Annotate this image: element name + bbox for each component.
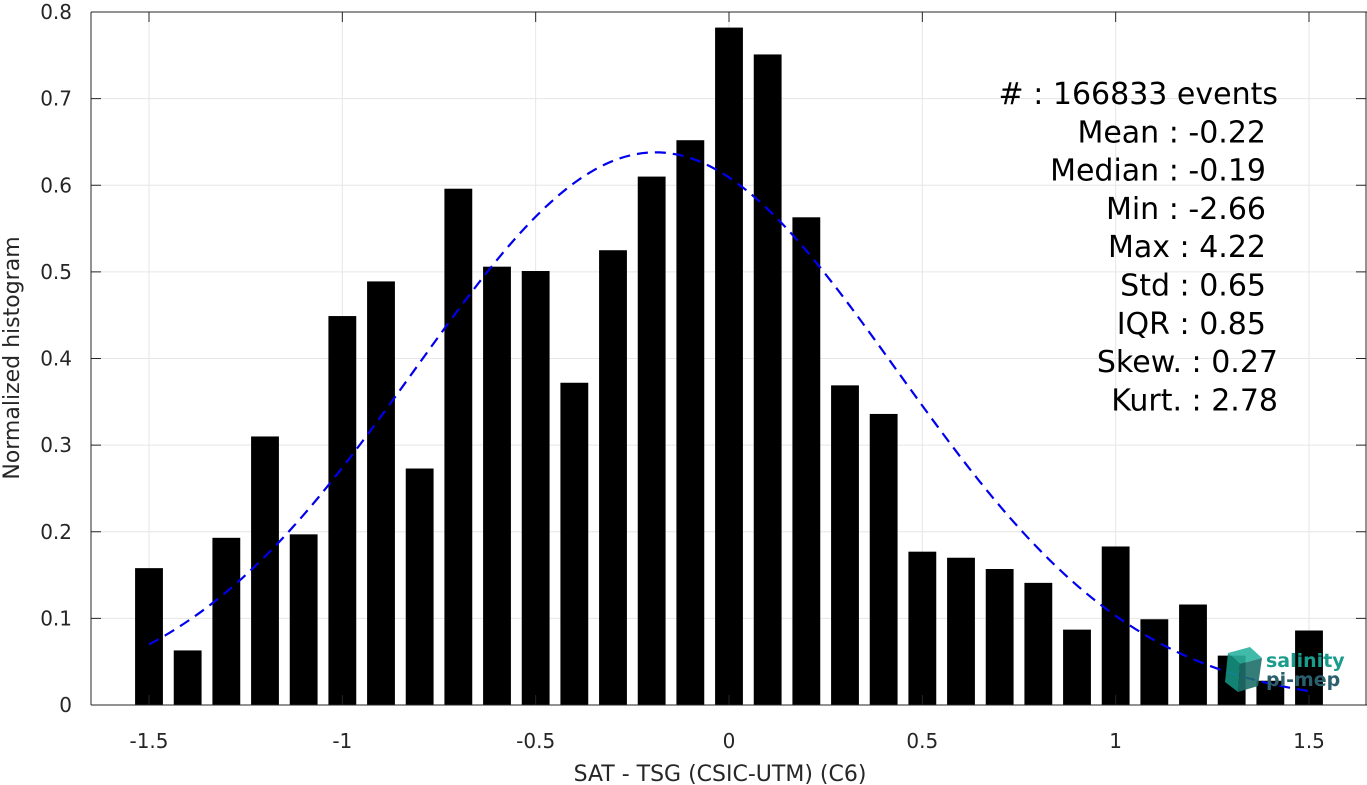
histogram-bar (521, 271, 550, 705)
stat-line: IQR : 0.85 (1117, 307, 1266, 342)
x-tick-label: 1 (1109, 729, 1122, 753)
histogram-bar (753, 54, 782, 706)
histogram-bar (135, 568, 163, 705)
stat-line: # : 166833 events (999, 77, 1278, 112)
y-tick-label: 0.2 (40, 520, 72, 544)
stat-line: Median : -0.19 (1050, 154, 1266, 189)
histogram-bar (637, 176, 666, 705)
histogram-bar (1295, 630, 1323, 705)
y-tick-label: 0.4 (40, 347, 72, 371)
stat-line: Max : 4.22 (1108, 230, 1266, 265)
histogram-bar (676, 140, 705, 705)
histogram-bar (367, 281, 395, 705)
histogram-bar (444, 188, 473, 706)
y-axis-label: Normalized histogram (0, 236, 25, 479)
histogram-bars (135, 27, 1323, 706)
histogram-bar (560, 382, 589, 705)
y-tick-label: 0.8 (40, 0, 72, 24)
histogram-bar (715, 27, 743, 705)
y-tick-label: 0 (59, 693, 72, 717)
y-tick-label: 0.1 (40, 606, 72, 630)
x-tick-label: -0.5 (516, 729, 555, 753)
histogram-bar (869, 413, 898, 705)
histogram-bar (405, 468, 434, 705)
logo-line-1: salinity (1266, 650, 1345, 672)
x-tick-label: -1 (332, 729, 352, 753)
stat-line: Kurt. : 2.78 (1111, 383, 1278, 418)
y-tick-label: 0.5 (40, 260, 72, 284)
stat-line: Min : -2.66 (1106, 192, 1266, 227)
x-axis-label: SAT - TSG (CSIC-UTM) (C6) (574, 762, 867, 785)
histogram-bar (908, 551, 937, 705)
y-tick-label: 0.3 (40, 433, 72, 457)
x-tick-label: -1.5 (129, 729, 168, 753)
x-tick-label: 1.5 (1293, 729, 1325, 753)
histogram-bar (289, 534, 318, 705)
stat-line: Std : 0.65 (1120, 269, 1266, 304)
histogram-bar (599, 250, 627, 705)
histogram-bar (1024, 582, 1053, 705)
histogram-bar (1101, 546, 1130, 705)
x-tick-label: 0.5 (906, 729, 938, 753)
stat-line: Skew. : 0.27 (1097, 345, 1278, 380)
histogram-bar (947, 557, 975, 705)
logo-cube-icon (1225, 647, 1262, 692)
axes (90, 11, 1367, 706)
histogram-bar (1063, 629, 1091, 705)
salinity-pi-mep-logo: salinity pi-mep (1225, 647, 1345, 692)
x-tick-label: 0 (723, 729, 736, 753)
histogram-bar (328, 316, 357, 705)
histogram-bar (251, 436, 279, 705)
y-tick-label: 0.6 (40, 173, 72, 197)
histogram-bar (1140, 619, 1169, 705)
tick-labels: -1.5 -1 -0.5 0 0.5 1 1.5 0 0.1 0.2 0.3 0.4 0.5 0.6 0.7… (40, 0, 1325, 753)
fit-curve-line (148, 151, 1310, 693)
histogram-bar (212, 537, 241, 705)
gaussian-fit-curve (148, 151, 1310, 693)
histogram-bar (831, 385, 859, 705)
stat-line: Mean : -0.22 (1077, 115, 1266, 150)
logo-line-2: pi-mep (1266, 669, 1340, 691)
histogram-bar (792, 217, 821, 705)
y-tick-label: 0.7 (40, 87, 72, 111)
histogram-bar (173, 650, 202, 705)
histogram-bar (483, 266, 511, 705)
histogram-bar (985, 568, 1014, 705)
